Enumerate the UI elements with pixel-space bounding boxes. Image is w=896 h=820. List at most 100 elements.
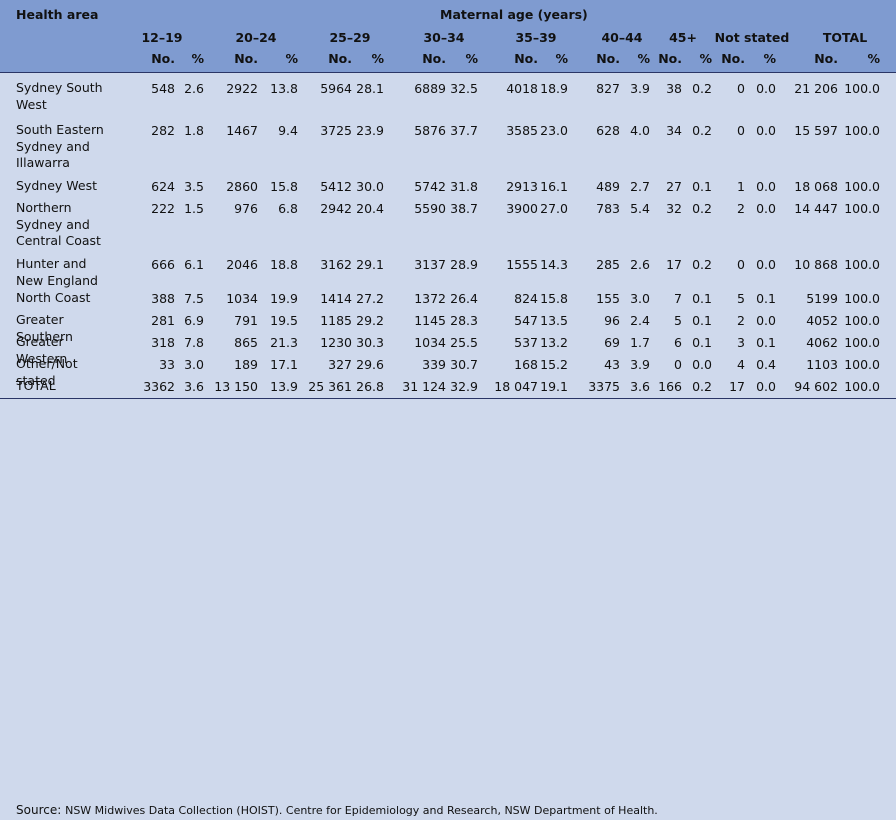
table-cell: 20.4 (356, 201, 384, 216)
table-cell: 783 (596, 201, 620, 216)
table-cell: 2.4 (630, 313, 650, 328)
table-cell: 13 150 (214, 379, 258, 394)
table-cell: 2046 (226, 257, 258, 272)
table-cell: 27.0 (540, 201, 568, 216)
table-cell: 32 (666, 201, 682, 216)
table-cell: 15 597 (794, 123, 838, 138)
table-cell: 0.0 (756, 313, 776, 328)
table-cell: 29.1 (356, 257, 384, 272)
table-cell: 13.8 (270, 81, 298, 96)
table-cell: 547 (514, 313, 538, 328)
table-cell: 1555 (506, 257, 538, 272)
table-cell: 18 068 (794, 179, 838, 194)
no-header: No. (596, 51, 620, 66)
table-cell: 19.1 (540, 379, 568, 394)
table-cell: 2860 (226, 179, 258, 194)
table-cell: 3 (737, 335, 745, 350)
table-cell: 2 (737, 201, 745, 216)
table-cell: 3.9 (630, 81, 650, 96)
table-cell: 3162 (320, 257, 352, 272)
row-label: TOTAL (16, 378, 56, 393)
table-cell: 6.1 (184, 257, 204, 272)
table-cell: 10 868 (794, 257, 838, 272)
table-cell: 15.8 (540, 291, 568, 306)
table-cell: 2.6 (184, 81, 204, 96)
no-header: No. (328, 51, 352, 66)
table-cell: 155 (596, 291, 620, 306)
table-cell: 37.7 (450, 123, 478, 138)
table-cell: 15.2 (540, 357, 568, 372)
table-cell: 26.4 (450, 291, 478, 306)
table-cell: 27 (666, 179, 682, 194)
pct-header: % (699, 51, 712, 66)
table-cell: 4.0 (630, 123, 650, 138)
table-body: Sydney South West 548 2.6 2922 13.8 5964 28.1 6… (0, 72, 896, 398)
table-cell: 100.0 (844, 379, 880, 394)
table-cell: 5742 (414, 179, 446, 194)
table-header: Health area Maternal age (years) 12–19 20… (0, 0, 896, 72)
pct-header: % (637, 51, 650, 66)
pct-header: % (191, 51, 204, 66)
table-cell: 13.9 (270, 379, 298, 394)
table-cell: 9.4 (278, 123, 298, 138)
table-cell: 222 (151, 201, 175, 216)
table-cell: 23.9 (356, 123, 384, 138)
table-cell: 28.1 (356, 81, 384, 96)
table-cell: 189 (234, 357, 258, 372)
table-cell: 3.6 (630, 379, 650, 394)
no-header: No. (721, 51, 745, 66)
table-cell: 1414 (320, 291, 352, 306)
pct-header: % (555, 51, 568, 66)
table-cell: 100.0 (844, 123, 880, 138)
table-cell: 6889 (414, 81, 446, 96)
table-cell: 3362 (143, 379, 175, 394)
table-cell: 1034 (226, 291, 258, 306)
source-note: Source: NSW Midwives Data Collection (HO… (0, 399, 896, 817)
table-cell: 25.5 (450, 335, 478, 350)
table-cell: 4052 (806, 313, 838, 328)
table-cell: 0.0 (756, 379, 776, 394)
row-label: North Coast (16, 290, 91, 305)
table-cell: 28.9 (450, 257, 478, 272)
table-cell: 14 447 (794, 201, 838, 216)
no-header: No. (514, 51, 538, 66)
table-cell: 7.5 (184, 291, 204, 306)
table-cell: 318 (151, 335, 175, 350)
table-cell: 628 (596, 123, 620, 138)
table-cell: 30.7 (450, 357, 478, 372)
table-cell: 32.9 (450, 379, 478, 394)
no-header: No. (422, 51, 446, 66)
table-cell: 4018 (506, 81, 538, 96)
table-cell: 3.5 (184, 179, 204, 194)
pct-header: % (867, 51, 880, 66)
table-cell: 1145 (414, 313, 446, 328)
table-cell: 5412 (320, 179, 352, 194)
pct-header: % (465, 51, 478, 66)
table-cell: 2922 (226, 81, 258, 96)
no-header: No. (658, 51, 682, 66)
table-cell: 0.0 (756, 179, 776, 194)
age-group-0: 12–19 (141, 30, 183, 45)
table-cell: 21.3 (270, 335, 298, 350)
table-cell: 0.4 (756, 357, 776, 372)
table-cell: 0 (737, 123, 745, 138)
row-label: South Eastern Sydney and Illawarra (16, 122, 104, 170)
table-cell: 4062 (806, 335, 838, 350)
table-cell: 18 047 (494, 379, 538, 394)
table-cell: 16.1 (540, 179, 568, 194)
table-cell: 2.7 (630, 179, 650, 194)
table-cell: 489 (596, 179, 620, 194)
table-cell: 388 (151, 291, 175, 306)
table-cell: 21 206 (794, 81, 838, 96)
table-cell: 96 (604, 313, 620, 328)
age-group-1: 20–24 (235, 30, 277, 45)
table-cell: 976 (234, 201, 258, 216)
source-label: Source: (16, 803, 62, 817)
table-cell: 29.2 (356, 313, 384, 328)
table-cell: 3585 (506, 123, 538, 138)
table-cell: 34 (666, 123, 682, 138)
age-group-5: 40–44 (601, 30, 643, 45)
table-cell: 824 (514, 291, 538, 306)
row-label: Other/Not stated (16, 356, 78, 388)
table-cell: 3725 (320, 123, 352, 138)
